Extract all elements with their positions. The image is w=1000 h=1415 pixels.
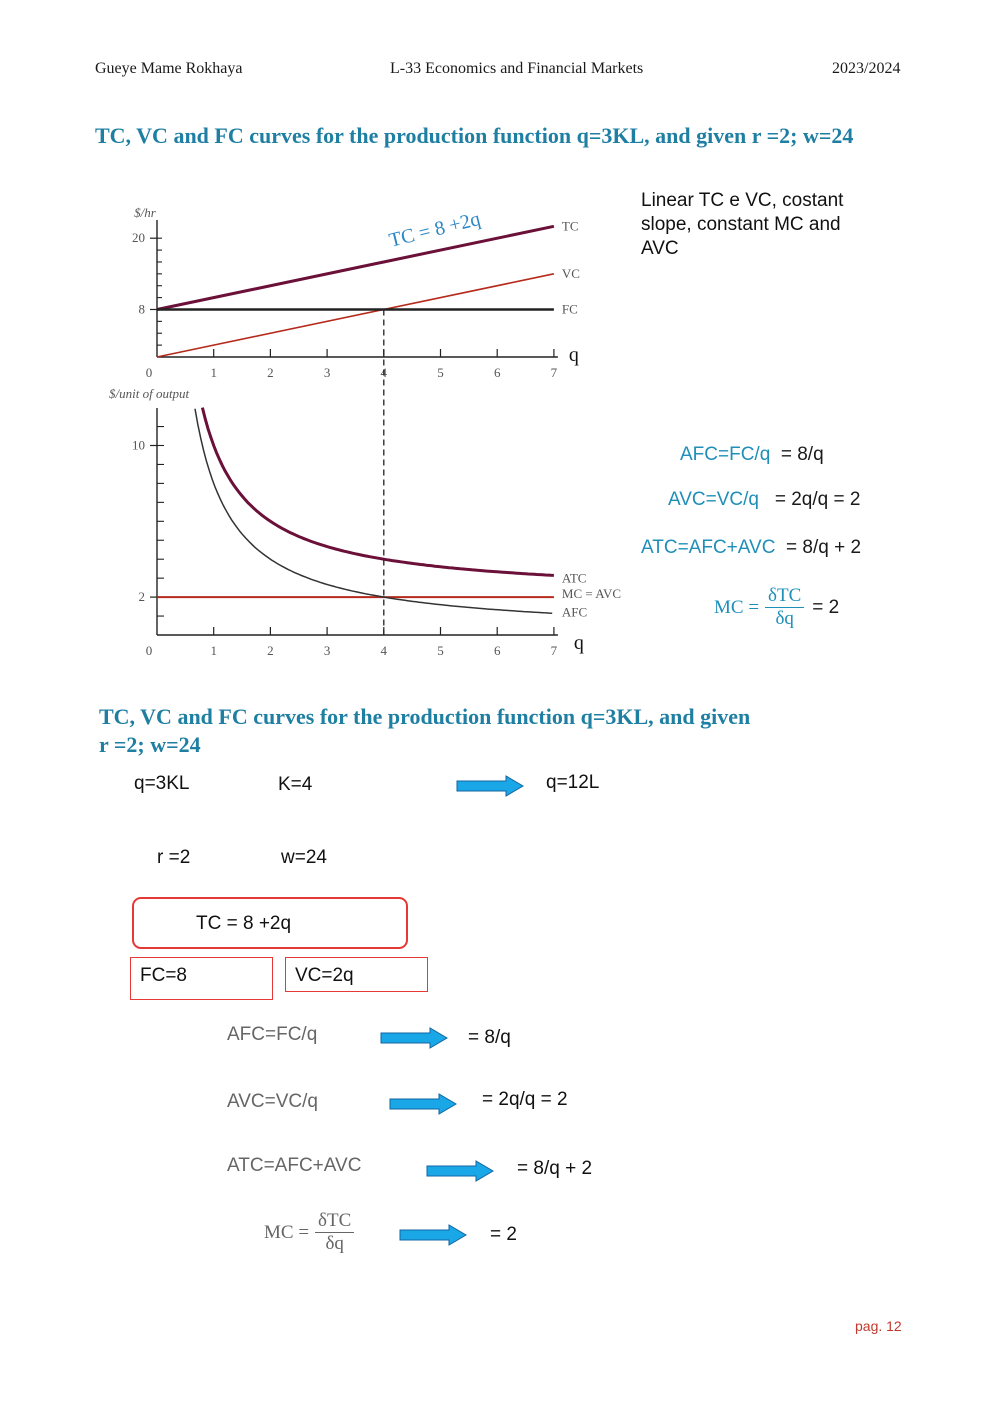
section1-title: TC, VC and FC curves for the production … <box>95 123 854 148</box>
fc-box-text: FC=8 <box>140 965 187 986</box>
x-tick-label: 1 <box>210 643 217 658</box>
k-equation: K=4 <box>278 774 313 795</box>
vc-box: VC=2q <box>285 957 428 992</box>
series-label: TC <box>562 218 579 233</box>
x-tick-label: 0 <box>146 643 153 658</box>
step-mc-rhs: = 2 <box>490 1224 517 1245</box>
page-number: pag. 12 <box>855 1318 902 1334</box>
x-axis-label: q <box>574 632 584 654</box>
x-tick-label: 0 <box>146 365 153 380</box>
q-equation: q=3KL <box>134 773 190 794</box>
y-axis-label: $/unit of output <box>109 386 190 401</box>
r-equation: r =2 <box>157 847 191 868</box>
series-label: MC = AVC <box>562 586 621 601</box>
step-avc-lhs: AVC=VC/q <box>227 1091 318 1112</box>
formula-afc: AFC=FC/q = 8/q <box>680 444 824 465</box>
formula-mc: MC = δTC δq = 2 <box>714 585 840 629</box>
series-label: VC <box>562 266 580 281</box>
x-tick-label: 5 <box>437 365 444 380</box>
x-axis-label: q <box>569 344 579 366</box>
step-afc-lhs: AFC=FC/q <box>227 1024 318 1045</box>
x-tick-label: 2 <box>267 643 274 658</box>
arrow-icon <box>399 1224 467 1246</box>
arrow-icon <box>456 775 524 797</box>
step-atc-lhs: ATC=AFC+AVC <box>227 1155 362 1176</box>
x-tick-label: 7 <box>551 365 558 380</box>
arrow-icon <box>380 1027 448 1049</box>
step-avc-rhs: = 2q/q = 2 <box>482 1089 568 1110</box>
x-tick-label: 1 <box>210 365 217 380</box>
series-label: AFC <box>562 604 587 619</box>
tc-box-text: TC = 8 +2q <box>196 913 292 934</box>
tc-box: TC = 8 +2q <box>132 897 408 949</box>
w-equation: w=24 <box>281 847 327 868</box>
x-tick-label: 4 <box>381 643 388 658</box>
formula-avc: AVC=VC/q = 2q/q = 2 <box>668 489 861 510</box>
header-course: L-33 Economics and Financial Markets <box>390 60 644 77</box>
series-vc-line <box>156 273 555 358</box>
step-atc-rhs: = 8/q + 2 <box>517 1158 593 1179</box>
x-tick-label: 6 <box>494 643 501 658</box>
y-axis-label: $/hr <box>134 205 157 220</box>
x-tick-label: 6 <box>494 365 501 380</box>
arrow-icon <box>389 1093 457 1115</box>
header-author: Gueye Mame Rokhaya <box>95 60 243 77</box>
arrow-icon <box>426 1160 494 1182</box>
header-year: 2023/2024 <box>832 60 901 77</box>
x-tick-label: 7 <box>551 643 558 658</box>
series-atc-line <box>200 407 554 577</box>
series-label: FC <box>562 301 578 316</box>
fc-box: FC=8 <box>130 957 273 1000</box>
x-tick-label: 3 <box>324 643 331 658</box>
section2-title: TC, VC and FC curves for the production … <box>99 704 751 757</box>
x-tick-label: 2 <box>267 365 274 380</box>
x-tick-label: 3 <box>324 365 331 380</box>
formula-atc: ATC=AFC+AVC = 8/q + 2 <box>641 537 862 558</box>
y-tick-label: 20 <box>132 230 145 245</box>
y-tick-label: 2 <box>139 589 146 604</box>
x-tick-label: 5 <box>437 643 444 658</box>
series-label: ATC <box>562 570 587 585</box>
q-result: q=12L <box>546 772 600 793</box>
series-afc-line <box>194 408 553 614</box>
y-tick-label: 10 <box>132 438 145 453</box>
vc-box-text: VC=2q <box>295 965 354 986</box>
y-tick-label: 8 <box>139 301 146 316</box>
linear-note: Linear TC e VC, costant slope, constant … <box>641 190 844 259</box>
step-afc-rhs: = 8/q <box>468 1027 511 1048</box>
series-tc-line <box>156 224 555 311</box>
step-mc-lhs: MC = δTC δq <box>264 1210 355 1255</box>
